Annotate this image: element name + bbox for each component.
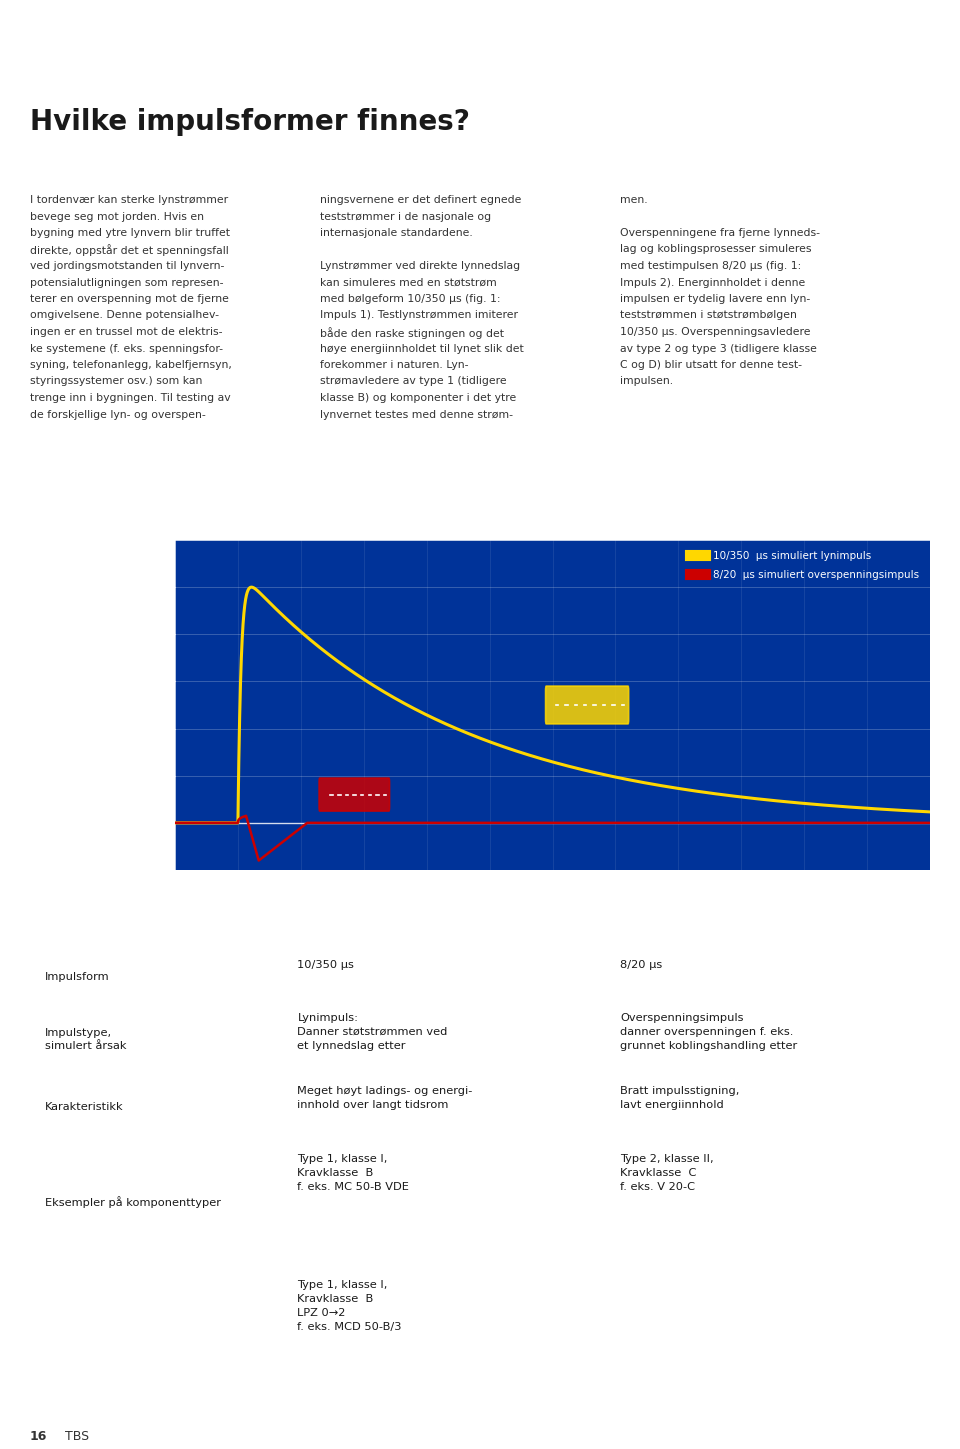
Text: Meget høyt ladings- og energi-
innhold over langt tidsrom: Meget høyt ladings- og energi- innhold o…	[298, 1085, 473, 1110]
Text: Overspenningsimpuls
danner overspenningen f. eks.
grunnet koblingshandling etter: Overspenningsimpuls danner overspenninge…	[620, 1013, 797, 1051]
Y-axis label: Strøm ( s): Strøm ( s)	[127, 677, 137, 733]
Text: Lynstrømmer ved direkte lynnedslag: Lynstrømmer ved direkte lynnedslag	[320, 261, 520, 271]
Text: styringssystemer osv.) som kan: styringssystemer osv.) som kan	[30, 377, 203, 387]
Text: kan simuleres med en støtstrøm: kan simuleres med en støtstrøm	[320, 278, 496, 287]
Text: av type 2 og type 3 (tidligere klasse: av type 2 og type 3 (tidligere klasse	[620, 343, 817, 354]
Text: Fig. 1:
Impulstyper
og deres egenskaper: Fig. 1: Impulstyper og deres egenskaper	[39, 554, 149, 590]
X-axis label: Tid ( s): Tid ( s)	[534, 895, 571, 906]
Text: teststrømmen i støtstrømbølgen: teststrømmen i støtstrømbølgen	[620, 310, 797, 320]
Text: Hvilke impulsformer finnes?: Hvilke impulsformer finnes?	[30, 109, 469, 136]
Text: ved jordingsmotstanden til lynvern-: ved jordingsmotstanden til lynvern-	[30, 261, 225, 271]
Text: Impuls 2). Energinnholdet i denne: Impuls 2). Energinnholdet i denne	[620, 278, 805, 287]
Text: teststrømmer i de nasjonale og: teststrømmer i de nasjonale og	[320, 212, 492, 222]
FancyBboxPatch shape	[319, 778, 390, 811]
Text: lag og koblingsprosesser simuleres: lag og koblingsprosesser simuleres	[620, 245, 811, 255]
Text: strømavledere av type 1 (tidligere: strømavledere av type 1 (tidligere	[320, 377, 507, 387]
Text: terer en overspenning mot de fjerne: terer en overspenning mot de fjerne	[30, 294, 228, 304]
Text: bevege seg mot jorden. Hvis en: bevege seg mot jorden. Hvis en	[30, 212, 204, 222]
Text: høye energiinnholdet til lynet slik det: høye energiinnholdet til lynet slik det	[320, 343, 524, 354]
Text: 16: 16	[30, 1430, 47, 1443]
Text: Impulstype,
simulert årsak: Impulstype, simulert årsak	[45, 1029, 127, 1052]
Text: TBS: TBS	[65, 1430, 89, 1443]
Text: 10/350 μs. Overspenningsavledere: 10/350 μs. Overspenningsavledere	[620, 327, 810, 338]
Text: Karakteristikk: Karakteristikk	[45, 1103, 124, 1113]
Text: Type 1, klasse I,
Kravklasse  B
LPZ 0→2
f. eks. MCD 50-B/3: Type 1, klasse I, Kravklasse B LPZ 0→2 f…	[298, 1281, 402, 1333]
Text: med bølgeform 10/350 μs (fig. 1:: med bølgeform 10/350 μs (fig. 1:	[320, 294, 500, 304]
Text: men.: men.	[620, 196, 648, 204]
FancyBboxPatch shape	[545, 687, 629, 724]
Text: bygning med ytre lynvern blir truffet: bygning med ytre lynvern blir truffet	[30, 227, 230, 238]
Text: Impulsform: Impulsform	[45, 972, 109, 982]
Text: 10/350 μs: 10/350 μs	[298, 959, 354, 969]
Text: Type 1, klasse I,
Kravklasse  B
f. eks. MC 50-B VDE: Type 1, klasse I, Kravklasse B f. eks. M…	[298, 1155, 409, 1193]
Text: impulsen er tydelig lavere enn lyn-: impulsen er tydelig lavere enn lyn-	[620, 294, 810, 304]
Text: impulsen.: impulsen.	[620, 377, 673, 387]
Text: C og D) blir utsatt for denne test-: C og D) blir utsatt for denne test-	[620, 359, 802, 369]
Text: omgivelsene. Denne potensialhev-: omgivelsene. Denne potensialhev-	[30, 310, 219, 320]
Text: Eksempler på komponenttyper: Eksempler på komponenttyper	[45, 1197, 221, 1208]
Text: Overspenningene fra fjerne lynneds-: Overspenningene fra fjerne lynneds-	[620, 227, 820, 238]
Text: I tordenvær kan sterke lynstrømmer: I tordenvær kan sterke lynstrømmer	[30, 196, 228, 204]
Text: Impuls 2: Impuls 2	[626, 924, 690, 938]
Text: trenge inn i bygningen. Til testing av: trenge inn i bygningen. Til testing av	[30, 393, 230, 403]
Text: med testimpulsen 8/20 μs (fig. 1:: med testimpulsen 8/20 μs (fig. 1:	[620, 261, 802, 271]
Text: både den raske stigningen og det: både den raske stigningen og det	[320, 327, 504, 339]
Text: ke systemene (f. eks. spenningsfor-: ke systemene (f. eks. spenningsfor-	[30, 343, 223, 354]
Text: Impuls 1). Testlynstrømmen imiterer: Impuls 1). Testlynstrømmen imiterer	[320, 310, 518, 320]
Text: direkte, oppstår det et spenningsfall: direkte, oppstår det et spenningsfall	[30, 245, 228, 256]
Text: ingen er en trussel mot de elektris-: ingen er en trussel mot de elektris-	[30, 327, 223, 338]
Text: potensialutligningen som represen-: potensialutligningen som represen-	[30, 278, 224, 287]
Text: Type 2, klasse II,
Kravklasse  C
f. eks. V 20-C: Type 2, klasse II, Kravklasse C f. eks. …	[620, 1155, 713, 1193]
Text: ningsvernene er det definert egnede: ningsvernene er det definert egnede	[320, 196, 521, 204]
Text: syning, telefonanlegg, kabelfjernsyn,: syning, telefonanlegg, kabelfjernsyn,	[30, 359, 232, 369]
Text: de forskjellige lyn- og overspen-: de forskjellige lyn- og overspen-	[30, 410, 205, 420]
Text: internasjonale standardene.: internasjonale standardene.	[320, 227, 472, 238]
Text: lynvernet testes med denne strøm-: lynvernet testes med denne strøm-	[320, 410, 513, 420]
Text: forekommer i naturen. Lyn-: forekommer i naturen. Lyn-	[320, 359, 468, 369]
Text: 8/20 μs: 8/20 μs	[620, 959, 662, 969]
Text: Impuls 1: Impuls 1	[303, 924, 368, 938]
Text: Bratt impulsstigning,
lavt energiinnhold: Bratt impulsstigning, lavt energiinnhold	[620, 1085, 739, 1110]
Legend: 10/350  μs simuliert lynimpuls, 8/20  μs simuliert overspenningsimpuls: 10/350 μs simuliert lynimpuls, 8/20 μs s…	[684, 545, 924, 585]
Text: Lynimpuls:
Danner støtstrømmen ved
et lynnedslag etter: Lynimpuls: Danner støtstrømmen ved et ly…	[298, 1013, 448, 1051]
Text: klasse B) og komponenter i det ytre: klasse B) og komponenter i det ytre	[320, 393, 516, 403]
